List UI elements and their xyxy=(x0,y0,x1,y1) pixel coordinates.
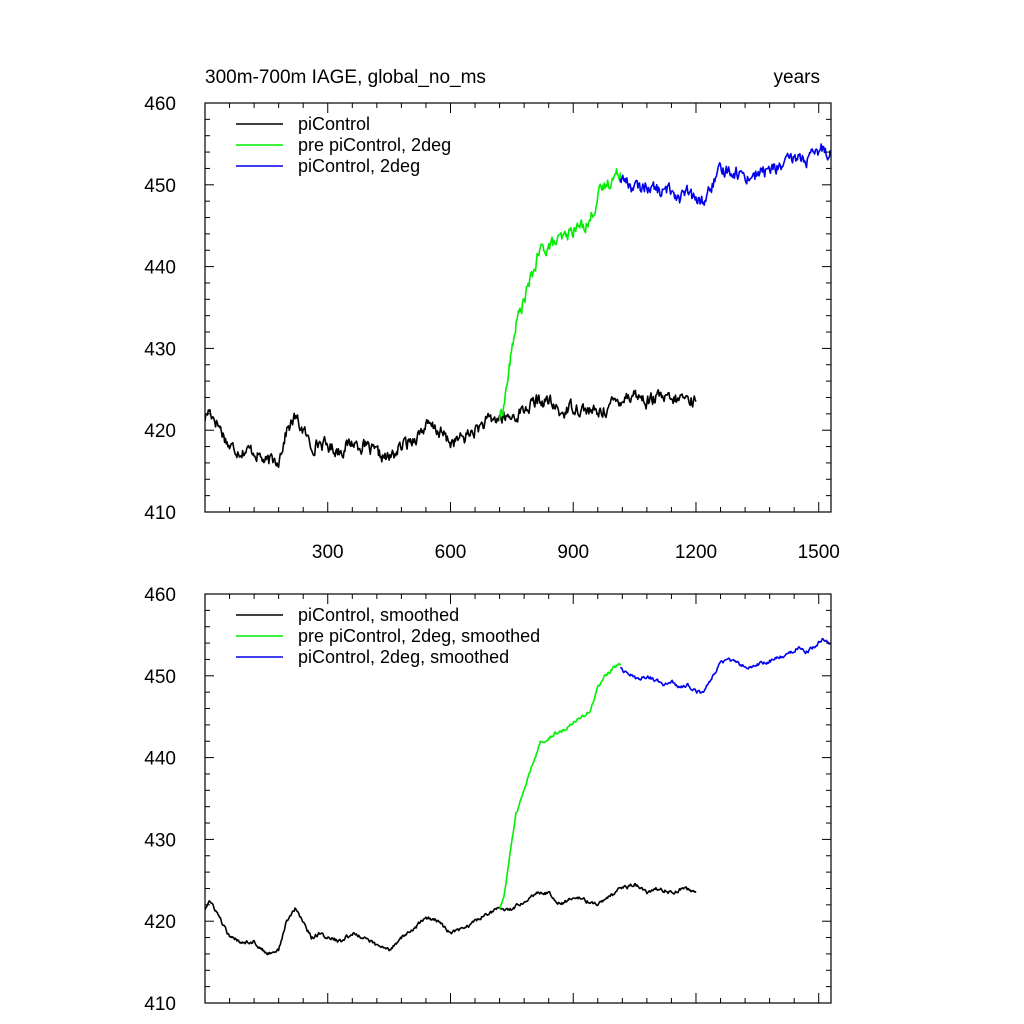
y-tick-label: 460 xyxy=(144,585,176,606)
legend-label: piControl, smoothed xyxy=(298,605,459,625)
y-tick-label: 450 xyxy=(144,176,176,197)
y-tick-label: 430 xyxy=(144,830,176,851)
x-axis-unit-label: years xyxy=(774,67,820,88)
x-tick-label: 600 xyxy=(435,542,467,563)
plot-frame xyxy=(204,102,832,513)
x-tick-label: 300 xyxy=(312,542,344,563)
legend-label: piControl, 2deg xyxy=(298,156,420,176)
series-group xyxy=(205,637,831,956)
series-line-3 xyxy=(619,143,831,206)
y-tick-label: 410 xyxy=(144,503,176,524)
legend-label: piControl xyxy=(298,114,370,134)
series-line-2 xyxy=(498,662,622,910)
y-tick-label: 440 xyxy=(144,749,176,770)
series-line-1 xyxy=(205,882,697,956)
top-panel: 410 420 430 440 450 460 300 600 900 1200 1500 piCon… xyxy=(144,94,840,563)
y-tick-label: 420 xyxy=(144,912,176,933)
y-tick-label: 420 xyxy=(144,421,176,442)
series-line-3 xyxy=(619,637,831,694)
chart-title: 300m-700m IAGE, global_no_ms xyxy=(205,67,486,88)
series-line-2 xyxy=(498,168,622,421)
x-tick-label: 1200 xyxy=(675,542,717,563)
y-tick-label: 430 xyxy=(144,339,176,360)
x-tick-label: 1500 xyxy=(798,542,840,563)
plot-frame xyxy=(204,593,832,1004)
series-line-1 xyxy=(205,389,697,468)
y-tick-label: 450 xyxy=(144,667,176,688)
legend-label: pre piControl, 2deg, smoothed xyxy=(298,626,540,646)
x-tick-label: 900 xyxy=(557,542,589,563)
series-group xyxy=(205,143,831,468)
y-tick-label: 440 xyxy=(144,258,176,279)
legend-label: pre piControl, 2deg xyxy=(298,135,451,155)
bottom-panel: 410 420 430 440 450 460 piControl, smoothedpre… xyxy=(144,585,832,1015)
y-tick-label: 410 xyxy=(144,994,176,1015)
y-tick-label: 460 xyxy=(144,94,176,115)
legend-label: piControl, 2deg, smoothed xyxy=(298,647,509,667)
